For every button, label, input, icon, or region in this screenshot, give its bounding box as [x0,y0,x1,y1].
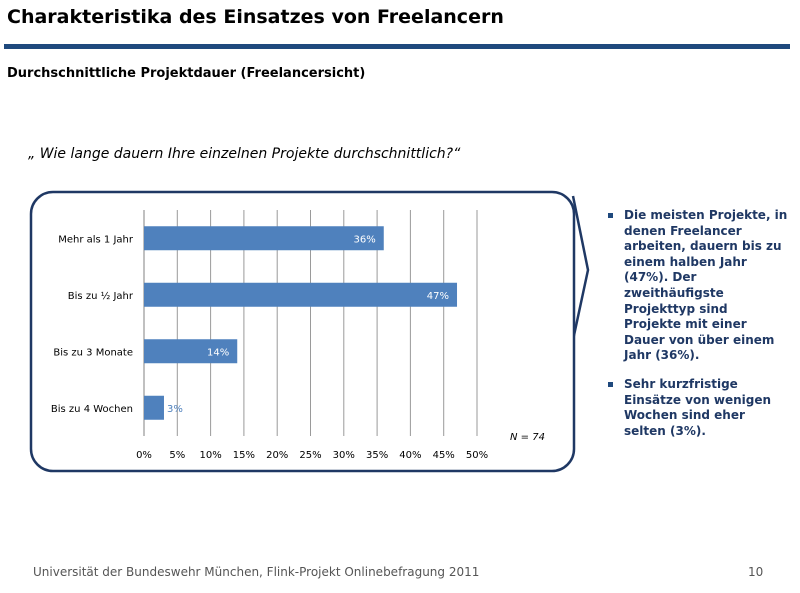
data-label: 36% [354,234,376,245]
title-divider [4,44,790,49]
bar [144,395,164,420]
x-tick-label: 20% [266,450,288,461]
x-tick-label: 40% [399,450,421,461]
sample-size-note: N = 74 [510,432,545,443]
category-label: Bis zu ½ Jahr [68,290,134,302]
x-tick-label: 15% [233,450,255,461]
footer-source: Universität der Bundeswehr München, Flin… [33,565,480,579]
x-tick-label: 10% [199,450,221,461]
bar [144,282,458,307]
finding-text: Sehr kurzfristige Einsätze von wenigen W… [624,376,772,438]
category-label: Mehr als 1 Jahr [58,234,134,245]
bar [144,339,238,364]
x-tick-label: 5% [169,450,185,461]
x-tick-label: 45% [433,450,455,461]
bar [144,226,384,251]
chart-frame [29,190,576,473]
data-label: 3% [167,404,183,415]
slide-subtitle: Durchschnittliche Projektdauer (Freelanc… [7,66,366,81]
data-label: 14% [207,347,229,358]
finding-item: Die meisten Projekte, in denen Freelance… [608,208,788,364]
x-tick-label: 25% [299,450,321,461]
category-label: Bis zu 3 Monate [53,347,133,358]
x-tick-label: 0% [136,450,152,461]
bullet-square-icon [608,381,613,387]
x-tick-label: 30% [333,450,355,461]
findings-list: Die meisten Projekte, in denen Freelance… [608,208,788,452]
finding-text: Die meisten Projekte, in denen Freelance… [624,208,788,363]
category-label: Bis zu 4 Wochen [51,404,133,415]
slide-title: Charakteristika des Einsatzes von Freela… [7,6,504,28]
callout-arrow [571,195,590,341]
survey-question: „ Wie lange dauern Ihre einzelnen Projek… [28,146,461,162]
data-label: 47% [427,291,449,302]
finding-item: Sehr kurzfristige Einsätze von wenigen W… [608,377,788,439]
x-tick-label: 50% [466,450,488,461]
bullet-square-icon [608,213,613,218]
page-number: 10 [748,565,764,579]
x-tick-label: 35% [366,450,388,461]
